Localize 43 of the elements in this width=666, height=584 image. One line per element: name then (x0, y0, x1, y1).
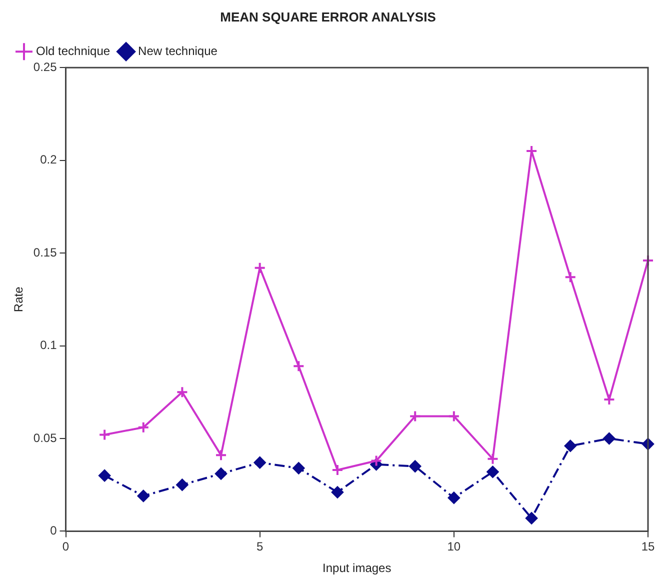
point (564, 271, 576, 284)
y-tick-label: 0.25 (33, 60, 58, 74)
y-tick-label: 0.2 (40, 152, 58, 167)
point (370, 454, 382, 467)
point (137, 490, 150, 502)
point (448, 410, 460, 422)
point (254, 262, 266, 274)
y-tick-label: 0.1 (40, 338, 58, 352)
y-tick-label: 0.15 (33, 245, 58, 260)
x-tick-label: 10 (447, 540, 461, 554)
legend-label: Old technique (36, 44, 110, 58)
point (331, 486, 344, 498)
chart-title: MEAN SQUARE ERROR ANALYSIS (220, 9, 436, 24)
point (331, 464, 344, 476)
y-tick-label: 0.05 (33, 430, 58, 445)
point (254, 456, 266, 469)
point (603, 432, 616, 444)
point (98, 428, 111, 441)
point (98, 470, 111, 482)
point (409, 460, 422, 472)
point (486, 452, 499, 465)
point (292, 360, 305, 372)
y-axis-title: Rate (12, 286, 26, 312)
x-axis-title: Input images (322, 561, 392, 576)
point (137, 421, 150, 434)
point (292, 462, 305, 474)
point (526, 145, 538, 158)
x-tick-label: 0 (62, 540, 70, 554)
point (642, 254, 654, 266)
x-tick-label: 5 (256, 540, 264, 554)
y-tick-label: 0 (50, 524, 58, 538)
point (486, 466, 499, 478)
point (176, 386, 188, 398)
legend-label: New technique (138, 44, 218, 58)
point (215, 468, 228, 480)
point (409, 410, 422, 422)
point (564, 440, 576, 452)
point (448, 492, 460, 504)
point (603, 394, 616, 406)
point (215, 449, 228, 462)
x-tick-label: 15 (641, 540, 655, 554)
point (526, 512, 538, 524)
point (176, 478, 188, 491)
